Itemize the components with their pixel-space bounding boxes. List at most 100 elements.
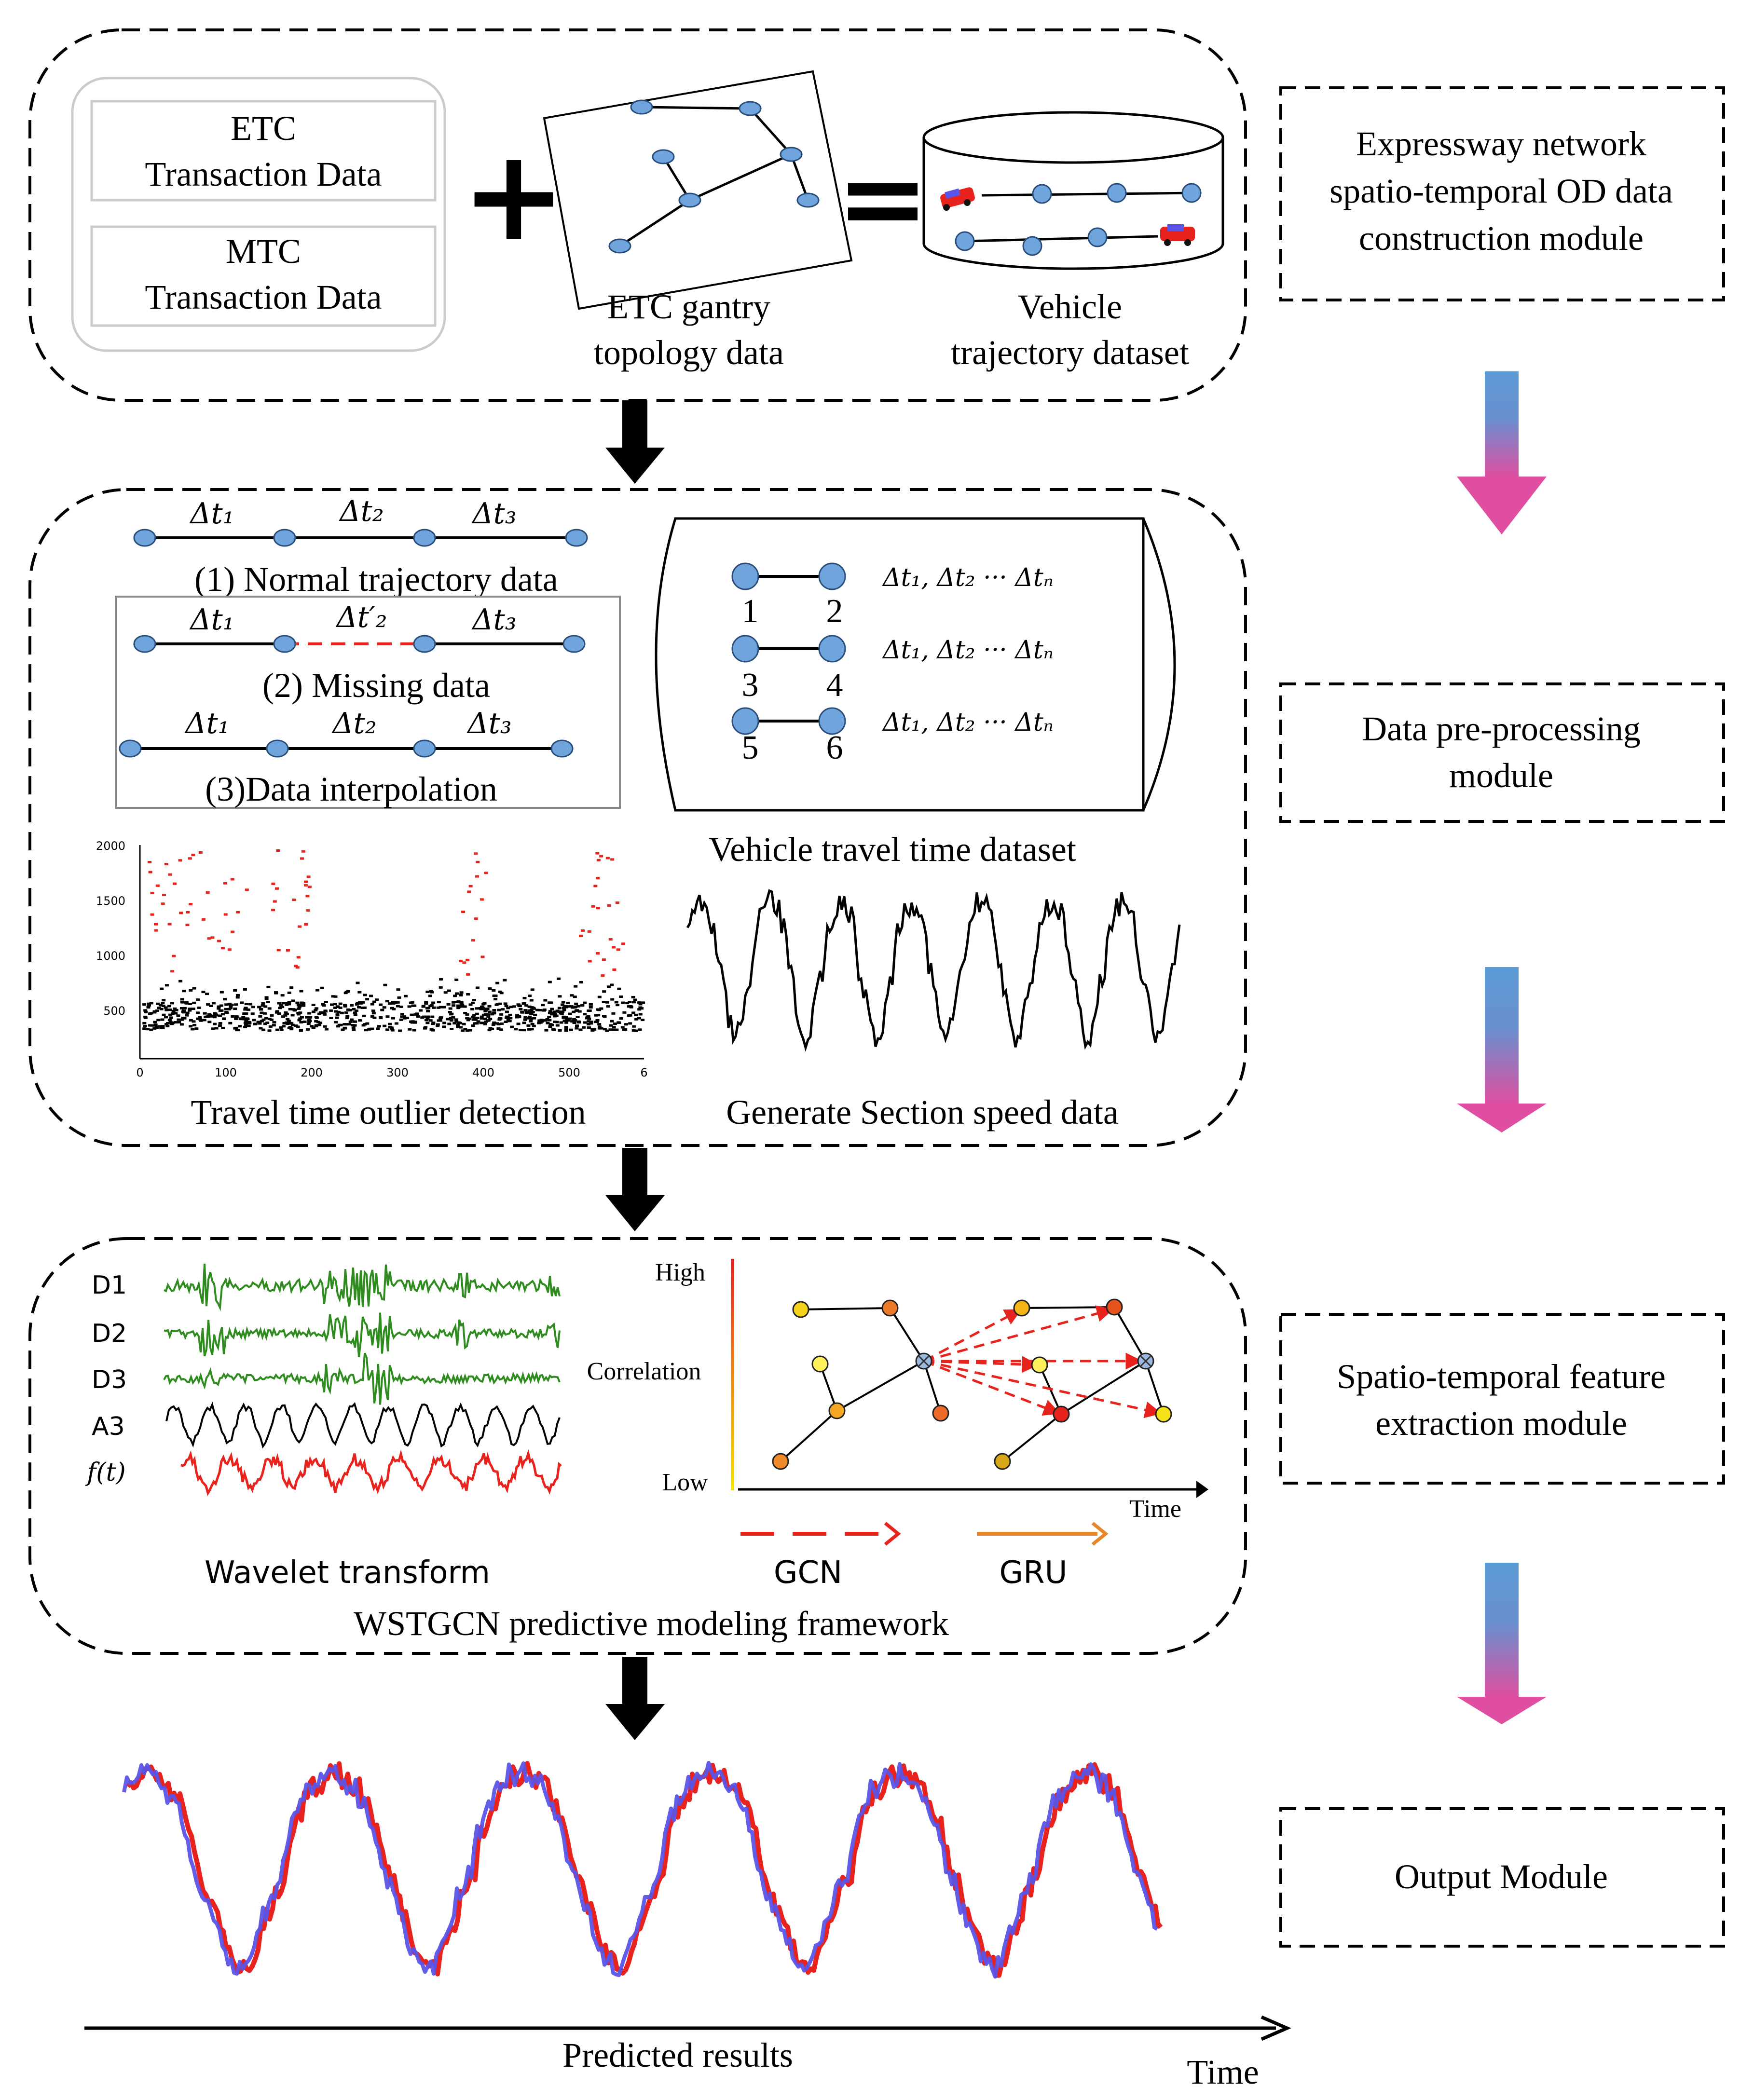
scatter-point — [564, 1021, 569, 1024]
scatter-point — [509, 1006, 513, 1009]
d2-label: D2 — [92, 1319, 127, 1348]
scatter-point — [562, 1009, 566, 1011]
scatter-point — [454, 978, 459, 981]
scatter-point — [483, 1023, 487, 1025]
scatter-point — [597, 1023, 602, 1026]
outlier-point — [301, 850, 305, 853]
scatter-point — [204, 1015, 208, 1018]
scatter-point — [602, 1015, 606, 1018]
outlier-point — [459, 960, 463, 962]
scatter-point — [570, 994, 574, 997]
outlier-point — [271, 909, 275, 912]
scatter-point — [492, 1021, 496, 1024]
output-module-label: Output Module — [1395, 1857, 1608, 1896]
x-tick-label: 300 — [386, 1066, 409, 1079]
scatter-point — [291, 999, 295, 1002]
scatter-point — [624, 1023, 628, 1026]
scatter-point — [156, 1002, 160, 1005]
scatter-point — [335, 1013, 340, 1016]
scatter-point — [491, 1023, 495, 1026]
scatter-point — [261, 1028, 266, 1031]
scatter-point — [436, 1024, 440, 1027]
scatter-point — [463, 1005, 467, 1008]
scatter-point — [333, 1006, 337, 1009]
gantry-node — [608, 238, 631, 254]
outlier-point — [474, 917, 478, 920]
scatter-point — [520, 1010, 524, 1013]
scatter-point — [555, 1024, 560, 1027]
scatter-point — [462, 1023, 466, 1025]
scatter-point — [430, 1015, 435, 1018]
scatter-point — [611, 1028, 616, 1031]
scatter-point — [179, 1007, 184, 1009]
d1-label: D1 — [92, 1271, 127, 1300]
scatter-point — [211, 1027, 215, 1030]
scatter-point — [396, 988, 400, 991]
scatter-point — [158, 1004, 163, 1007]
scatter-point — [446, 1018, 450, 1021]
scatter-point — [437, 1001, 441, 1004]
od-module-label-2: spatio-temporal OD data — [1329, 172, 1673, 210]
scatter-point — [185, 1014, 189, 1017]
scatter-point — [380, 1009, 384, 1011]
scatter-point — [507, 1020, 512, 1023]
scatter-point — [572, 1022, 576, 1024]
scatter-point — [548, 1019, 552, 1022]
scatter-point — [370, 1003, 374, 1006]
scatter-point — [595, 1020, 599, 1023]
wavelet-caption: Wavelet transform — [205, 1555, 490, 1591]
scatter-point — [311, 1010, 315, 1013]
scatter-point — [638, 1003, 643, 1006]
scatter-point — [285, 1002, 289, 1005]
scatter-point — [407, 1005, 411, 1008]
flow-arrow-1-head — [1457, 477, 1547, 534]
scatter-point — [164, 1016, 168, 1019]
scatter-point — [512, 1005, 516, 1008]
etc-label: ETC — [231, 109, 296, 148]
outlier-point — [621, 942, 626, 945]
outlier-point — [167, 923, 172, 926]
scatter-point — [426, 1015, 430, 1018]
feat-module-label-2: extraction module — [1375, 1404, 1627, 1443]
scatter-point — [574, 985, 578, 988]
scatter-point — [564, 1016, 568, 1019]
scatter-point — [345, 1017, 349, 1020]
scatter-point — [265, 1022, 270, 1024]
scatter-point — [619, 1017, 623, 1020]
scatter-point — [522, 1029, 526, 1032]
scatter-point — [529, 1012, 534, 1015]
section-speed-line — [686, 889, 1181, 1052]
output-module-box — [1279, 1807, 1725, 1948]
scatter-point — [405, 1016, 410, 1019]
scatter-point — [528, 1015, 532, 1018]
scatter-point — [207, 1013, 211, 1016]
scatter-point — [497, 1009, 501, 1011]
outlier-point — [601, 974, 605, 977]
scatter-point — [179, 1023, 184, 1026]
scatter-point — [161, 1025, 165, 1028]
scatter-point — [177, 1021, 181, 1023]
scatter-point — [432, 1006, 436, 1009]
scatter-point — [638, 1013, 643, 1016]
scatter-point — [214, 1027, 219, 1030]
scatter-point — [416, 1015, 420, 1018]
car-icon — [940, 187, 975, 211]
corr-high-label: High — [655, 1259, 705, 1286]
scatter-point — [558, 995, 562, 998]
scatter-point — [188, 1009, 192, 1012]
scatter-point — [634, 1013, 638, 1016]
down-arrows — [605, 400, 665, 1740]
d3-label: D3 — [92, 1365, 127, 1394]
scatter-point — [260, 1020, 264, 1023]
outlier-point — [273, 900, 277, 903]
scatter-point — [196, 1017, 200, 1020]
scatter-point — [425, 1022, 430, 1024]
scatter-point — [454, 1018, 458, 1021]
scatter-point — [387, 1002, 392, 1005]
scatter-point — [379, 1017, 383, 1020]
scatter-point — [569, 1005, 574, 1008]
scatter-point — [482, 1002, 487, 1005]
scatter-point — [429, 990, 433, 993]
scatter-point — [233, 1008, 237, 1010]
scatter-point — [351, 1026, 356, 1029]
